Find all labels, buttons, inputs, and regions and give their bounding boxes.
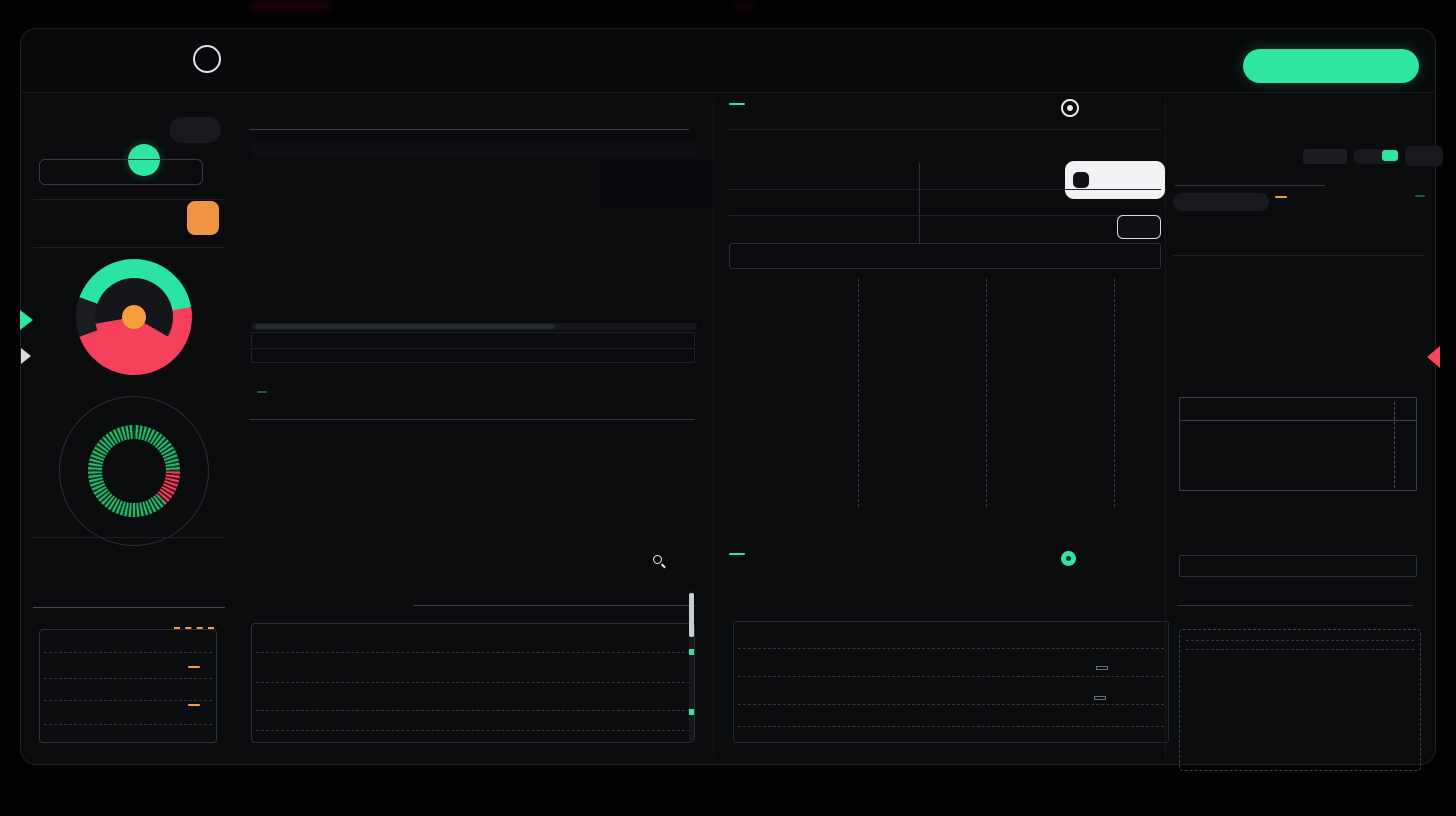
price-sub [599, 180, 715, 184]
holdings-area-chart [1186, 654, 1414, 688]
toggle-switch[interactable] [1353, 149, 1399, 164]
liged-box[interactable] [1179, 555, 1417, 577]
scrollbar-tick-green [689, 649, 694, 655]
notification-badge[interactable] [128, 144, 160, 176]
search-icon[interactable] [653, 555, 662, 564]
primary-cta-button[interactable] [1243, 49, 1419, 83]
vol-axis-right [677, 421, 717, 545]
donut-center-dot [122, 305, 146, 329]
savings-sparkline-chart [41, 632, 215, 742]
amount-input[interactable] [1303, 149, 1347, 164]
price-overlay [599, 161, 715, 207]
last-price [599, 162, 605, 180]
toggle-on-label [1382, 150, 1398, 161]
sidebar-mode-pill[interactable] [169, 117, 221, 143]
mini-chart-panel[interactable] [1179, 397, 1417, 491]
panel-orange-badge-1[interactable] [188, 666, 200, 668]
right-red-marker[interactable] [1427, 346, 1440, 368]
ridge-sparkline-chart [253, 628, 693, 740]
keys-badge[interactable] [1275, 196, 1287, 198]
volume-section-header [249, 391, 275, 393]
chart-toolbar-3 [251, 348, 695, 363]
chat-card[interactable] [1065, 161, 1165, 199]
top-bar [21, 29, 1435, 93]
volume-badge[interactable] [257, 391, 267, 393]
progress-ring-outline [59, 396, 209, 546]
orders-badge[interactable] [729, 553, 745, 555]
chart-toolbar-top [251, 141, 695, 157]
panel-top-accent [174, 627, 214, 629]
on-badge[interactable] [1415, 195, 1425, 197]
boat-button[interactable] [1117, 215, 1161, 239]
chart-toolbar-2 [251, 332, 695, 347]
chart-scrollbar[interactable] [251, 323, 697, 330]
positions-panel[interactable] [1179, 629, 1421, 771]
trade-marks-chart [742, 622, 1158, 744]
record-icon[interactable] [1061, 99, 1079, 117]
left-white-marker[interactable] [21, 348, 31, 364]
decor-smudge [250, 2, 330, 11]
momentum-area-chart[interactable] [773, 299, 1137, 479]
allocation-donut-chart[interactable] [76, 259, 192, 375]
orders-chart-panel[interactable] [733, 621, 1169, 743]
panel-scrollbar[interactable] [689, 591, 694, 743]
market-mode-pill[interactable] [1173, 193, 1269, 211]
main-window [20, 28, 1443, 771]
chart-scrollbar-thumb[interactable] [255, 324, 555, 329]
app-logo-icon[interactable] [193, 45, 221, 73]
status-dot-icon [1061, 551, 1076, 566]
momentum-badge[interactable] [729, 103, 745, 105]
chat-icon [1073, 172, 1089, 188]
watchlist-chart-panel[interactable] [251, 623, 695, 743]
quick-action-button[interactable] [187, 201, 219, 235]
panel-scrollbar-thumb[interactable] [689, 593, 694, 637]
progress-ring-chart[interactable] [88, 425, 180, 517]
left-green-marker[interactable] [20, 310, 33, 330]
wad-button[interactable] [1405, 146, 1443, 166]
search-input[interactable] [39, 159, 203, 185]
main-chart-column [21, 29, 1435, 743]
volume-bar-chart[interactable] [251, 423, 671, 541]
saving-mini-chart-panel[interactable] [39, 627, 217, 743]
decor-smudge [735, 2, 753, 10]
mini-candlestick-chart [1180, 399, 1416, 491]
scrollbar-tick-green [689, 709, 694, 715]
alert-strip [729, 243, 1161, 269]
panel-orange-badge-2[interactable] [188, 704, 200, 706]
